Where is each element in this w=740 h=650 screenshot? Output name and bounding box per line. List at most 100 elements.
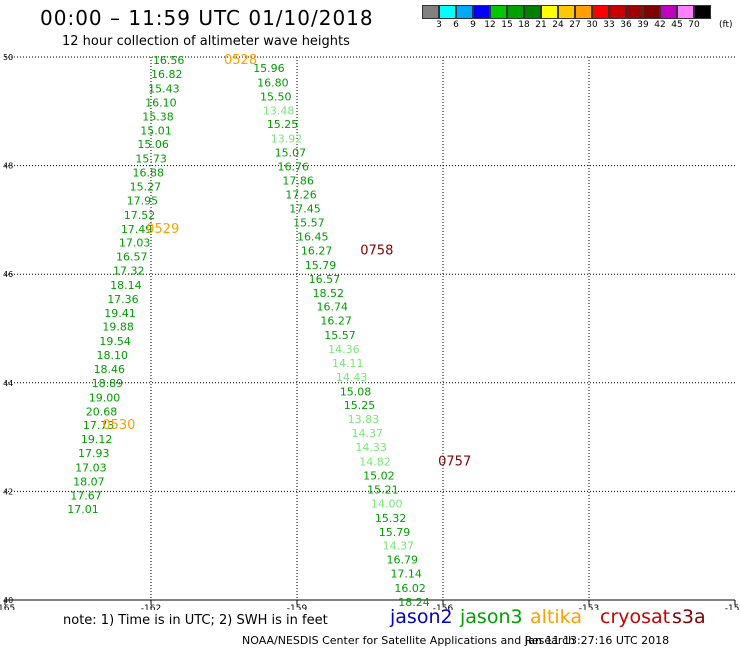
wave-height-label: 15.96 (253, 62, 285, 75)
wave-height-label: 17.52 (124, 209, 156, 222)
y-tick-label: 44 (3, 379, 13, 388)
x-tick-label: -150 (725, 604, 740, 610)
wave-height-label: 17.73 (83, 419, 115, 432)
wave-height-label: 19.41 (104, 307, 136, 320)
legend-swatch (422, 5, 439, 19)
legend-label: 33 (603, 20, 615, 30)
wave-height-label: 15.43 (148, 82, 180, 95)
wave-height-label: 17.36 (107, 293, 139, 306)
wave-height-label: 16.02 (394, 582, 426, 595)
wave-height-label: 16.88 (133, 166, 165, 179)
wave-height-label: 16.74 (316, 301, 348, 314)
wave-height-label: 14.43 (336, 371, 368, 384)
y-tick-label: 46 (3, 270, 13, 279)
wave-height-label: 16.45 (297, 231, 329, 244)
wave-height-label: 17.26 (285, 189, 317, 202)
wave-height-label: 17.14 (390, 568, 422, 581)
y-tick-label: 48 (3, 162, 13, 171)
legend-label: 9 (470, 20, 476, 30)
wave-height-label: 16.10 (145, 96, 177, 109)
legend-swatch (558, 5, 575, 19)
wave-height-label: 17.67 (70, 490, 102, 503)
wave-height-label: 14.33 (355, 441, 387, 454)
wave-height-label: 15.27 (130, 181, 162, 194)
wave-height-label: 13.83 (348, 413, 380, 426)
legend-unit: (ft) (719, 20, 733, 30)
x-tick-label: -153 (579, 604, 599, 610)
wave-height-label: 18.52 (313, 287, 345, 300)
time-label: 0528 (224, 53, 257, 68)
wave-height-chart: -165-162-159-156-153-15040424446485016.5… (0, 53, 740, 610)
wave-height-label: 14.82 (359, 455, 391, 468)
wave-height-label: 15.21 (367, 484, 399, 497)
legend-label: 30 (586, 20, 598, 30)
chart-title: 00:00 – 11:59 UTC 01/10/2018 (40, 6, 374, 30)
chart-subtitle: 12 hour collection of altimeter wave hei… (62, 34, 350, 49)
wave-height-label: 17.01 (67, 503, 99, 516)
wave-height-label: 16.80 (257, 76, 289, 89)
y-tick-label: 42 (3, 487, 13, 496)
wave-height-label: 18.46 (94, 363, 126, 376)
wave-height-label: 14.36 (328, 343, 360, 356)
x-tick-label: -165 (0, 604, 15, 610)
wave-height-label: 18.10 (96, 349, 128, 362)
legend-swatch (626, 5, 643, 19)
wave-height-label: 15.25 (344, 399, 376, 412)
footer-note: note: 1) Time is in UTC; 2) SWH is in fe… (63, 613, 328, 628)
wave-height-label: 15.38 (142, 111, 174, 124)
wave-height-label: 15.06 (137, 138, 169, 151)
wave-height-label: 15.57 (324, 329, 356, 342)
legend-label: 45 (671, 20, 683, 30)
legend-label: 39 (637, 20, 649, 30)
legend-swatch (643, 5, 660, 19)
legend-label: 70 (688, 20, 700, 30)
satellite-label-s3a: s3a (672, 606, 706, 628)
wave-height-label: 15.79 (379, 526, 411, 539)
wave-height-label: 14.11 (332, 357, 364, 370)
wave-height-label: 17.49 (121, 223, 152, 236)
legend-label: 24 (552, 20, 564, 30)
wave-height-label: 18.07 (73, 475, 105, 488)
legend-label: 12 (484, 20, 496, 30)
legend-label: 27 (569, 20, 581, 30)
wave-height-label: 18.14 (110, 279, 141, 292)
wave-height-label: 19.54 (99, 335, 131, 348)
legend-swatch (694, 5, 711, 19)
legend-label: 3 (436, 20, 442, 30)
wave-height-label: 17.03 (119, 237, 151, 250)
wave-height-label: 18.24 (398, 596, 430, 609)
x-tick-label: -159 (287, 604, 308, 610)
wave-height-label: 16.79 (387, 554, 419, 567)
wave-height-label: 16.27 (301, 245, 333, 258)
legend-label: 6 (453, 20, 459, 30)
legend-swatch (660, 5, 677, 19)
wave-height-label: 15.01 (140, 125, 172, 138)
legend-swatch (609, 5, 626, 19)
wave-height-label: 19.88 (102, 321, 134, 334)
wave-height-label: 16.82 (151, 68, 183, 81)
wave-height-label: 17.32 (113, 265, 145, 278)
legend-swatch (456, 5, 473, 19)
wave-height-label: 14.37 (383, 540, 415, 553)
wave-height-label: 15.07 (275, 146, 307, 159)
wave-height-label: 16.27 (320, 315, 352, 328)
wave-height-label: 18.89 (92, 377, 124, 390)
time-label: 0530 (102, 418, 135, 433)
satellite-label-jason2: jason2 (390, 606, 453, 628)
time-label: 0758 (360, 244, 393, 259)
wave-height-label: 13.48 (263, 105, 295, 118)
wave-height-label: 16.57 (309, 273, 341, 286)
legend-label: 15 (501, 20, 513, 30)
wave-height-label: 17.93 (78, 447, 110, 460)
wave-height-label: 15.79 (305, 259, 337, 272)
legend-swatch (507, 5, 524, 19)
time-label: 0757 (438, 454, 471, 469)
legend-swatch (439, 5, 456, 19)
legend-label: 18 (518, 20, 530, 30)
wave-height-label: 15.32 (375, 512, 407, 525)
legend-swatch (677, 5, 694, 19)
legend-swatch (490, 5, 507, 19)
legend-swatch (473, 5, 490, 19)
wave-height-label: 16.57 (116, 251, 147, 264)
wave-height-label: 19.12 (81, 433, 113, 446)
